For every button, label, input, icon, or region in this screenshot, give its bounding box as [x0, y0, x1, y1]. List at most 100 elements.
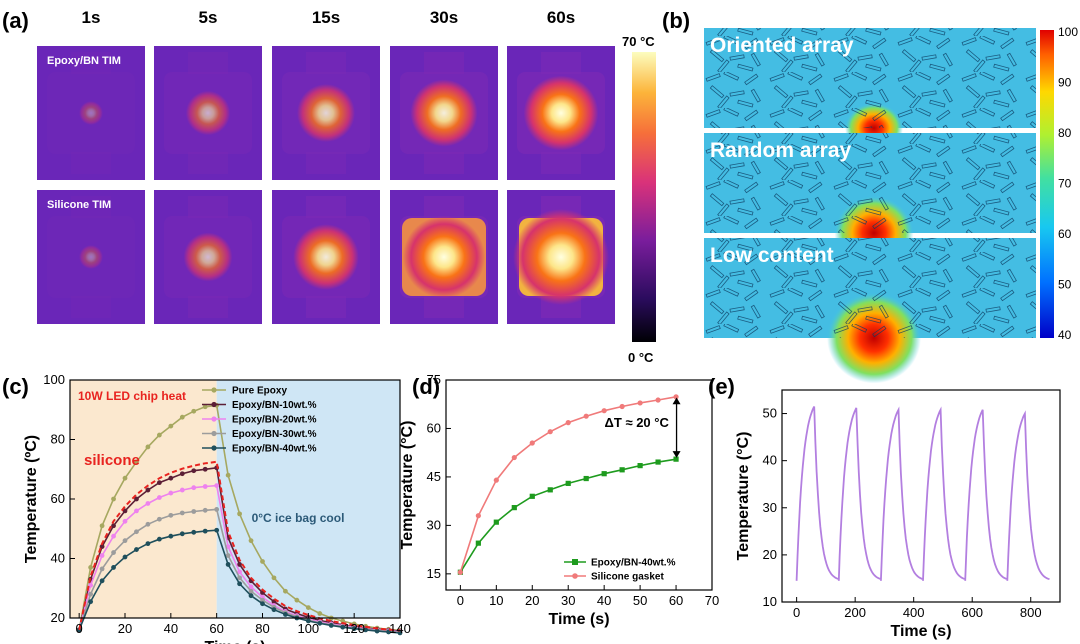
data-point: [111, 550, 116, 555]
x-tick-label: 80: [255, 621, 269, 636]
cool-annotation: 0°C ice bag cool: [252, 511, 345, 525]
y-tick-label: 20: [51, 610, 65, 625]
legend-marker: [572, 559, 578, 565]
data-point: [283, 588, 288, 594]
y-tick-label: 30: [763, 500, 777, 515]
data-point: [547, 487, 553, 493]
sim-fibers: [704, 133, 1036, 233]
data-point: [386, 629, 391, 635]
thermal-image: [154, 46, 262, 180]
data-point: [363, 627, 369, 633]
sim-title-0: Oriented array: [710, 34, 854, 57]
data-point: [145, 487, 151, 493]
data-point: [475, 513, 481, 519]
thermal-image: [37, 46, 145, 180]
hot-spot: [513, 209, 609, 305]
y-tick-label: 40: [763, 453, 777, 468]
data-point: [99, 523, 105, 529]
data-point: [248, 584, 254, 590]
y-tick-label: 30: [427, 517, 441, 532]
data-point: [88, 599, 94, 605]
thermal-image: [390, 190, 498, 324]
data-point: [111, 523, 116, 529]
cycle-line: [795, 406, 1050, 581]
data-point: [156, 432, 162, 438]
thermal-image-grid: 1s 5s 15s 30s 60s Epoxy/BN TIM Silicone TIM 70 …: [37, 8, 656, 365]
data-point: [374, 628, 380, 634]
data-point: [202, 507, 208, 513]
x-tick-label: 0: [457, 593, 464, 608]
data-point: [317, 611, 323, 616]
legend-marker: [211, 430, 217, 437]
hot-spot: [79, 101, 103, 125]
data-point: [145, 444, 151, 450]
data-point: [134, 547, 139, 552]
x-tick-label: 40: [164, 621, 178, 636]
data-point: [565, 480, 571, 486]
shaded-region: [70, 380, 217, 618]
data-point: [271, 575, 277, 581]
thermal-image: [507, 190, 615, 324]
hot-spot: [402, 215, 486, 299]
data-point: [202, 404, 208, 410]
delta-arrowhead-down: [672, 451, 681, 458]
time-label-3: 30s: [430, 8, 458, 27]
data-point: [529, 440, 535, 446]
data-point: [317, 620, 323, 626]
chip-bottom-tab: [71, 152, 111, 174]
y-tick-label: 20: [763, 547, 777, 562]
x-tick-label: 60: [669, 593, 683, 608]
legend-label: Pure Epoxy: [232, 386, 287, 397]
legend-label: Epoxy/BN-10wt.%: [232, 400, 317, 411]
data-point: [547, 429, 553, 435]
colorbar-a: [632, 52, 656, 342]
legend-marker: [211, 387, 217, 393]
data-point: [340, 624, 346, 630]
data-point: [122, 518, 128, 524]
x-tick-label: 30: [561, 593, 575, 608]
chip-top-tab: [541, 52, 581, 74]
hot-spot: [293, 224, 359, 290]
x-tick-label: 20: [118, 621, 132, 636]
data-point: [529, 493, 535, 499]
shaded-region: [216, 380, 400, 618]
data-point: [134, 529, 139, 535]
panel-label-1: (b): [662, 8, 690, 33]
data-point: [225, 553, 231, 558]
colorbar-a-max: 70 °C: [622, 34, 655, 49]
colorbar-b-tick: 60: [1058, 227, 1072, 241]
data-point: [601, 471, 607, 477]
data-point: [156, 495, 162, 500]
data-point: [111, 533, 116, 539]
chip-top-tab: [71, 52, 111, 74]
chart-d: 0 10 20 30 40 50 60 70 15 30 45 60 75 Time (s) Tempera…: [399, 372, 719, 628]
chip-bottom-tab: [188, 296, 228, 318]
sim-fibers: [704, 238, 1036, 338]
time-label-4: 60s: [547, 8, 575, 27]
data-point: [111, 565, 116, 570]
legend-marker: [211, 416, 217, 422]
data-point: [168, 423, 174, 429]
data-point: [145, 541, 151, 547]
heat-annotation: 10W LED chip heat: [78, 389, 186, 403]
data-point: [145, 501, 151, 506]
data-point: [122, 538, 128, 544]
data-point: [260, 597, 265, 603]
hot-spot: [185, 90, 231, 136]
y-tick-label: 45: [427, 469, 441, 484]
data-point: [122, 508, 128, 514]
silicone-annotation: silicone: [84, 452, 140, 469]
data-point: [637, 463, 643, 469]
sim-panel: Low content: [704, 238, 1036, 384]
data-point: [168, 533, 174, 539]
data-point: [305, 605, 311, 610]
x-tick-label: 120: [343, 621, 365, 636]
y-axis-label: Temperature (°C): [735, 432, 752, 561]
data-point: [214, 527, 220, 533]
time-label-0: 1s: [82, 8, 101, 27]
data-point: [237, 575, 242, 581]
data-point: [351, 626, 357, 632]
data-point: [583, 413, 589, 419]
data-point: [271, 607, 277, 613]
